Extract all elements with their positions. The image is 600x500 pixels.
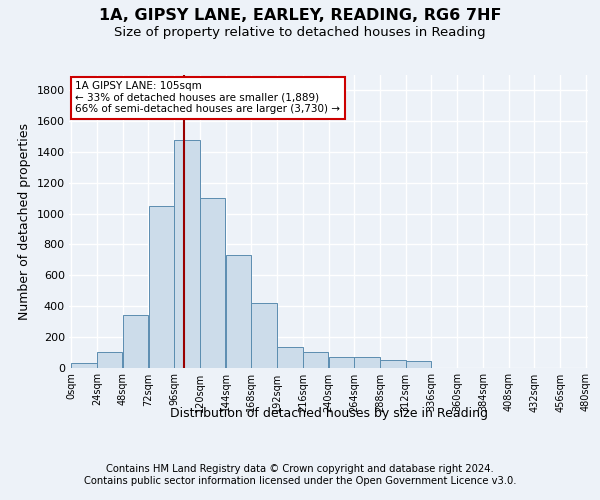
- Bar: [277, 348, 302, 368]
- Text: 1A GIPSY LANE: 105sqm
← 33% of detached houses are smaller (1,889)
66% of semi-d: 1A GIPSY LANE: 105sqm ← 33% of detached …: [76, 81, 340, 114]
- Bar: [200, 198, 226, 368]
- Bar: [329, 358, 354, 368]
- Bar: [380, 360, 406, 368]
- Bar: [123, 315, 148, 368]
- Text: Distribution of detached houses by size in Reading: Distribution of detached houses by size …: [170, 408, 488, 420]
- Bar: [149, 206, 174, 368]
- Bar: [226, 255, 251, 368]
- Bar: [71, 363, 97, 368]
- Bar: [355, 358, 380, 368]
- Bar: [406, 362, 431, 368]
- Text: 1A, GIPSY LANE, EARLEY, READING, RG6 7HF: 1A, GIPSY LANE, EARLEY, READING, RG6 7HF: [99, 8, 501, 22]
- Bar: [174, 140, 200, 368]
- Bar: [303, 352, 328, 368]
- Bar: [97, 352, 122, 368]
- Y-axis label: Number of detached properties: Number of detached properties: [18, 122, 31, 320]
- Text: Contains public sector information licensed under the Open Government Licence v3: Contains public sector information licen…: [84, 476, 516, 486]
- Text: Size of property relative to detached houses in Reading: Size of property relative to detached ho…: [114, 26, 486, 39]
- Bar: [251, 303, 277, 368]
- Text: Contains HM Land Registry data © Crown copyright and database right 2024.: Contains HM Land Registry data © Crown c…: [106, 464, 494, 474]
